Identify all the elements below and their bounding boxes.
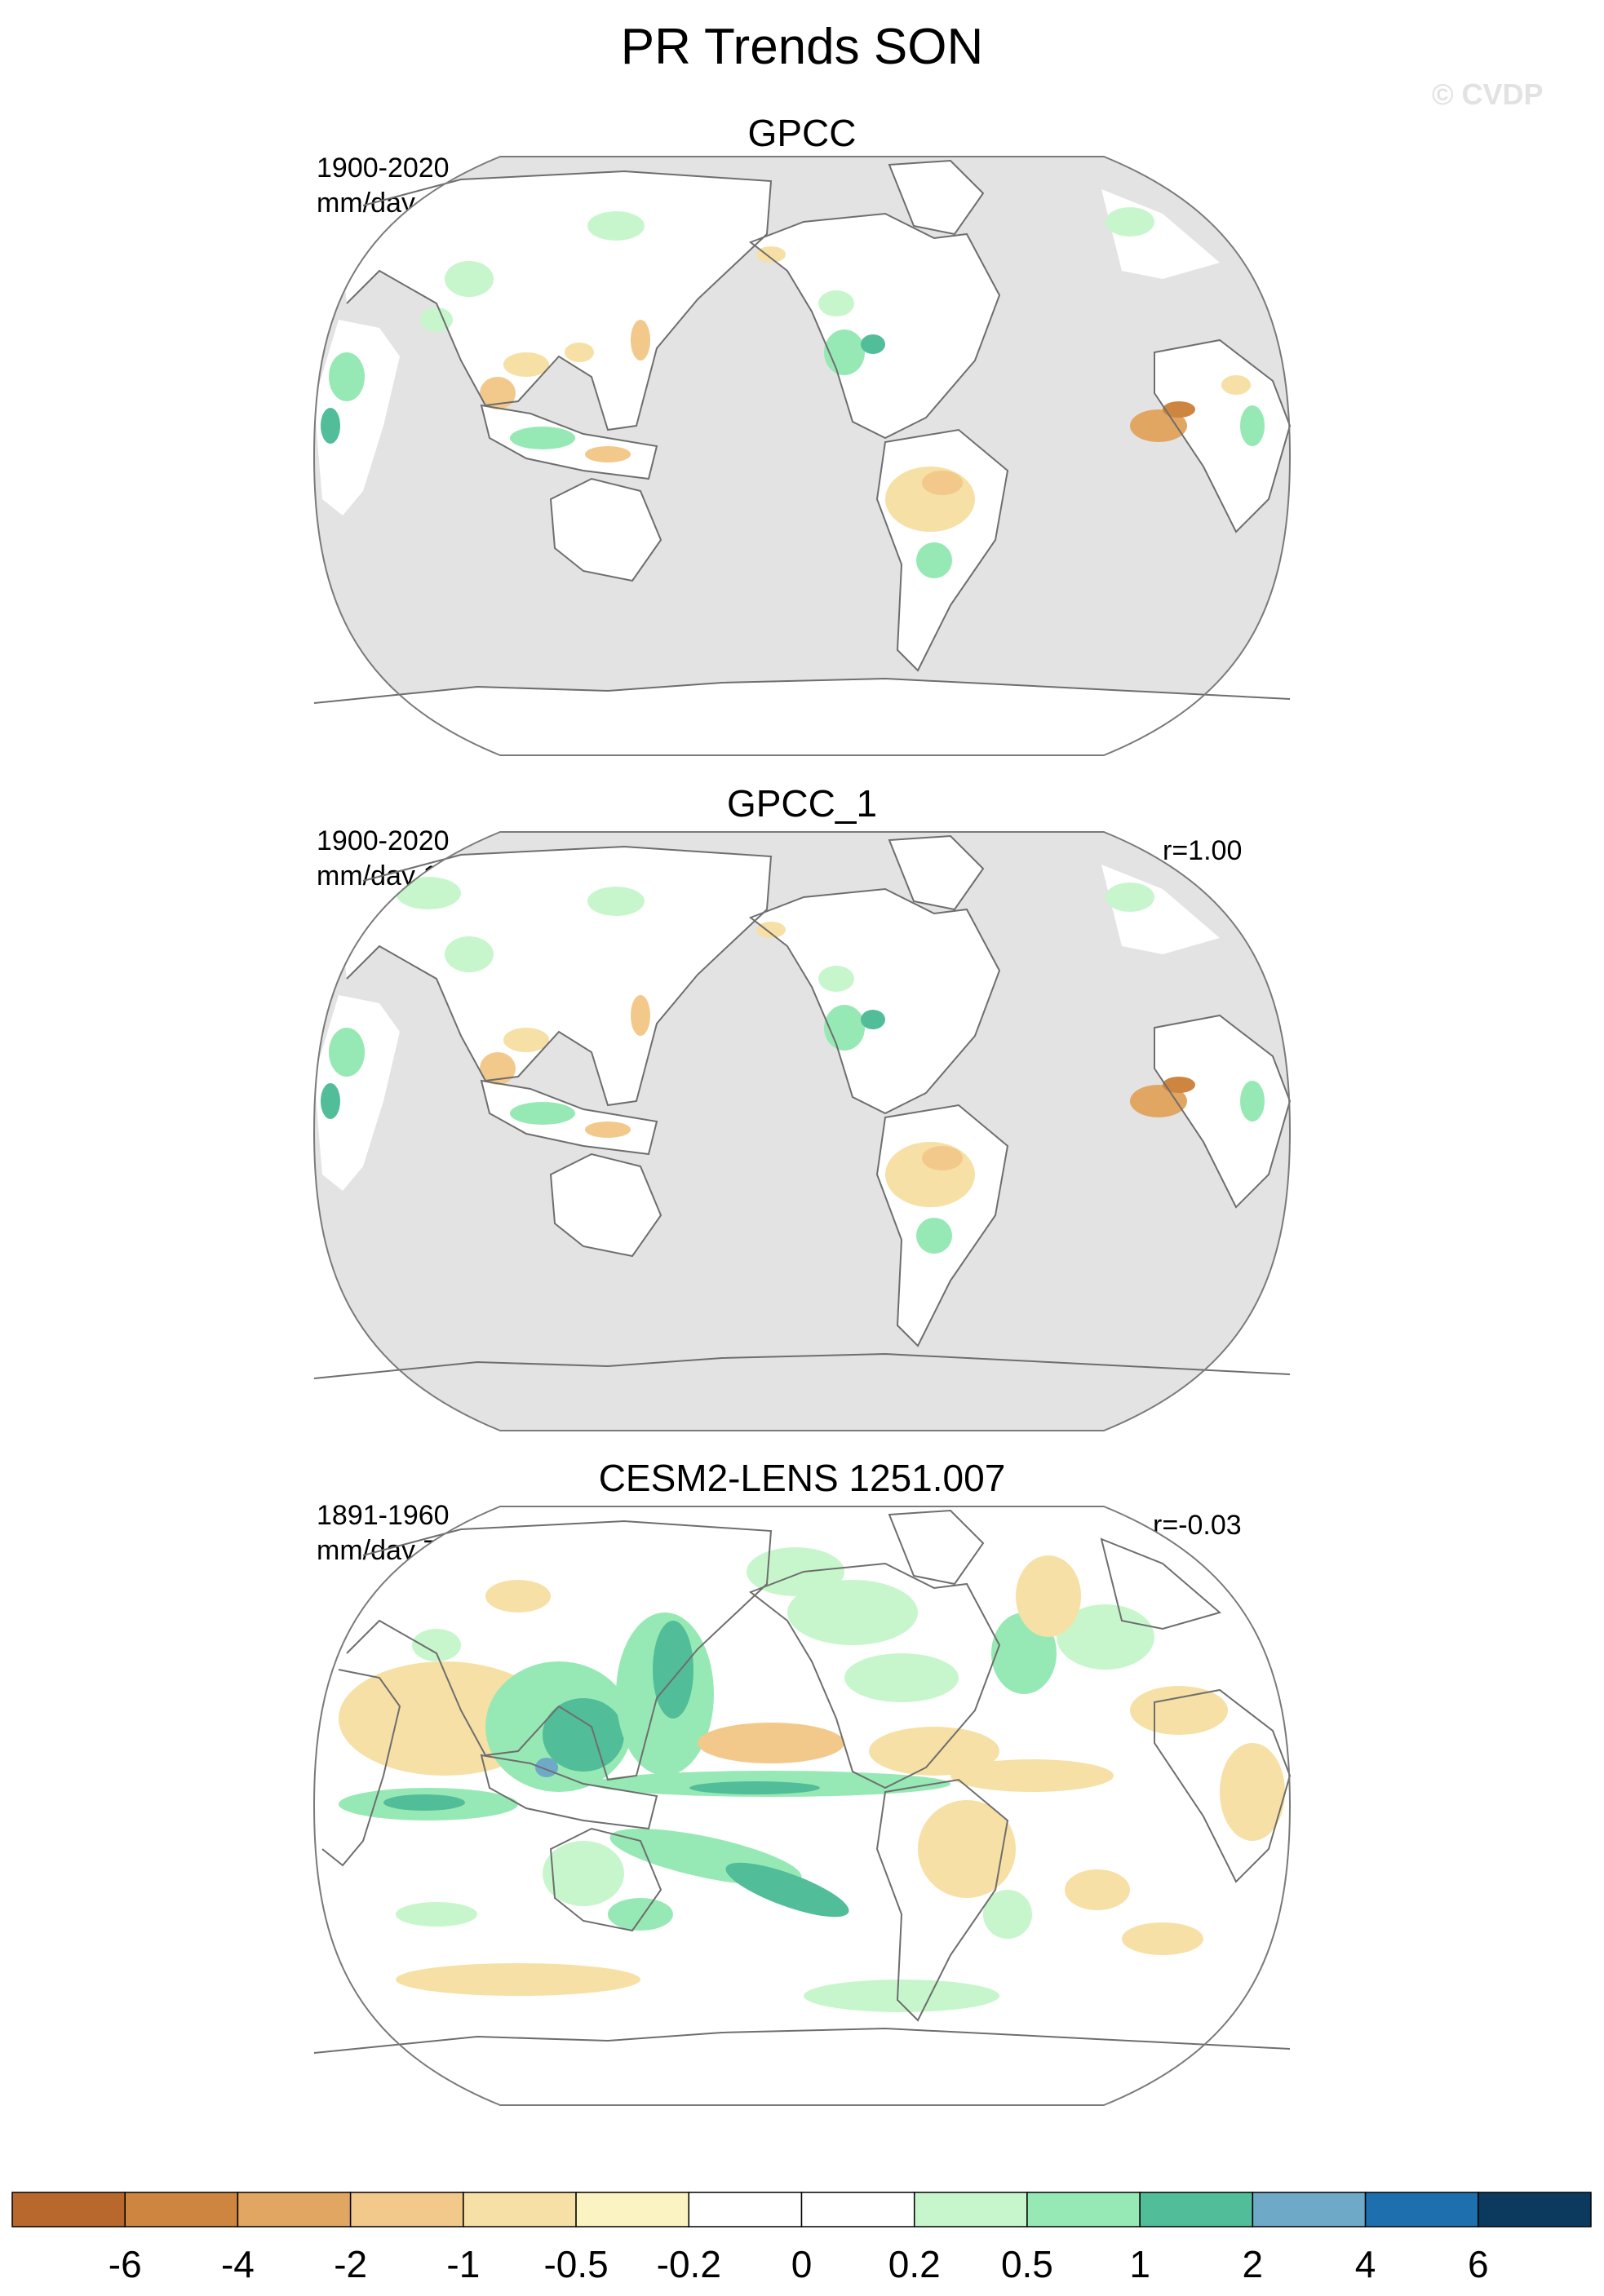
colorbar-swatch bbox=[1139, 2192, 1254, 2227]
colorbar-swatch bbox=[349, 2192, 464, 2227]
panel-title-gpcc: GPCC bbox=[747, 112, 857, 154]
colorbar: -6 -4 -2 -1 -0.5 -0.2 0 0.2 0.5 1 2 4 6 bbox=[11, 2192, 1592, 2285]
precip-trend-map-gpcc bbox=[312, 156, 1292, 756]
colorbar-swatch bbox=[1026, 2192, 1141, 2227]
colorbar-tick-label: -0.5 bbox=[543, 2243, 608, 2285]
correlation-label: r=1.00 bbox=[1163, 835, 1243, 866]
colorbar-tick-label: -0.2 bbox=[657, 2243, 721, 2285]
colorbar-tick-label: -4 bbox=[221, 2243, 255, 2285]
colorbar-swatch bbox=[124, 2192, 239, 2227]
colorbar-tick-label: -2 bbox=[334, 2243, 367, 2285]
colorbar-tick-label: 0.2 bbox=[888, 2243, 941, 2285]
colorbar-swatch bbox=[913, 2192, 1028, 2227]
colorbar-tick-label: 4 bbox=[1355, 2243, 1376, 2285]
colorbar-swatch bbox=[237, 2192, 352, 2227]
figure-title: PR Trends SON bbox=[620, 19, 984, 75]
colorbar-tick-label: 6 bbox=[1468, 2243, 1489, 2285]
colorbar-tick-label: -6 bbox=[109, 2243, 142, 2285]
colorbar-swatch bbox=[688, 2192, 803, 2227]
colorbar-tick-label: -1 bbox=[446, 2243, 480, 2285]
precip-trend-map-cesm2-lens bbox=[312, 1506, 1292, 2106]
colorbar-swatch bbox=[463, 2192, 577, 2227]
colorbar-tick-label: 2 bbox=[1243, 2243, 1264, 2285]
period-label: 1891-1960 bbox=[317, 1500, 450, 1531]
colorbar-swatch bbox=[575, 2192, 690, 2227]
colorbar-swatch bbox=[800, 2192, 915, 2227]
colorbar-tick-label: 0 bbox=[791, 2243, 813, 2285]
colorbar-swatch bbox=[1478, 2192, 1592, 2227]
panel-title-cesm2-lens: CESM2-LENS 1251.007 bbox=[598, 1457, 1006, 1499]
colorbar-swatch bbox=[1252, 2192, 1367, 2227]
colorbar-tick-label: 1 bbox=[1129, 2243, 1150, 2285]
watermark: © CVDP bbox=[1432, 77, 1544, 111]
period-label: 1900-2020 bbox=[317, 825, 450, 856]
colorbar-swatch bbox=[1364, 2192, 1479, 2227]
precip-trend-map-gpcc-1 bbox=[312, 831, 1292, 1431]
panel-title-gpcc-1: GPCC_1 bbox=[726, 782, 878, 825]
colorbar-swatch bbox=[11, 2192, 126, 2227]
correlation-label: r=-0.03 bbox=[1153, 1510, 1242, 1541]
colorbar-tick-label: 0.5 bbox=[1001, 2243, 1053, 2285]
period-label: 1900-2020 bbox=[317, 153, 450, 184]
